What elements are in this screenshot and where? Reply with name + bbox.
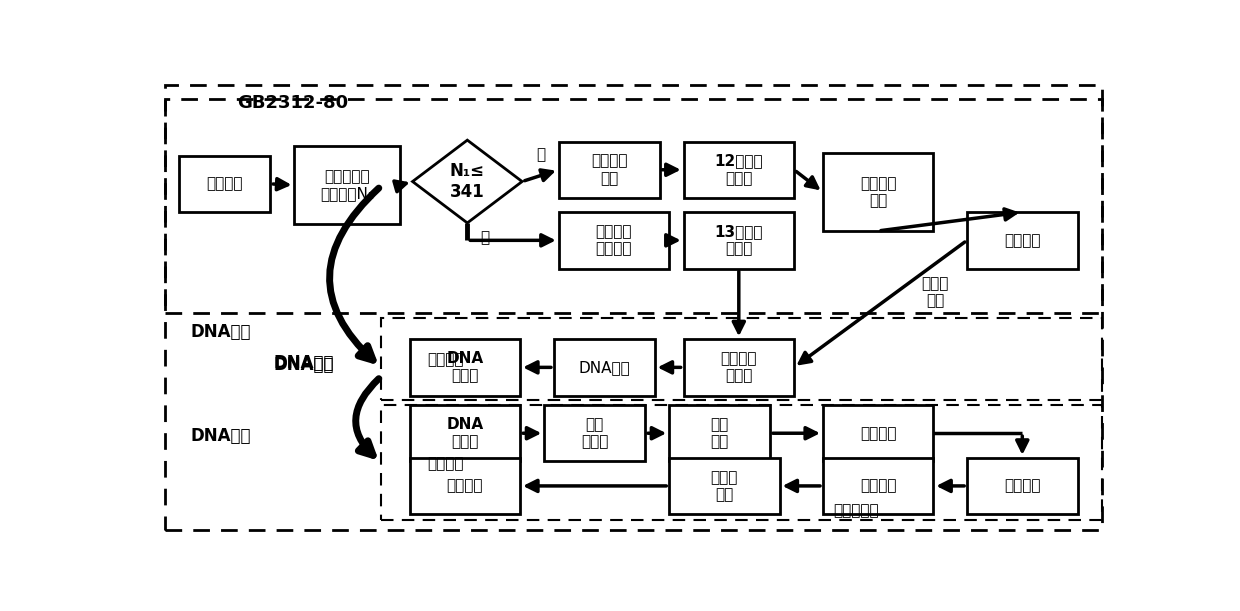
- Text: DNA
序列集: DNA 序列集: [446, 351, 484, 384]
- Bar: [409, 458, 521, 514]
- Bar: [683, 212, 794, 269]
- Bar: [558, 142, 660, 198]
- Bar: [683, 142, 794, 198]
- Bar: [409, 405, 521, 461]
- Text: 编码二进
制序列: 编码二进 制序列: [720, 351, 758, 384]
- Text: DNA存放: DNA存放: [274, 356, 335, 374]
- Bar: [544, 405, 645, 461]
- Bar: [381, 405, 1101, 521]
- Text: 二进制
序列: 二进制 序列: [711, 470, 738, 502]
- Text: 输入中文: 输入中文: [206, 177, 243, 191]
- Text: N₁≤
341: N₁≤ 341: [450, 162, 485, 201]
- Bar: [165, 99, 1101, 313]
- Bar: [823, 405, 934, 461]
- Bar: [823, 458, 934, 514]
- Text: DNA存放: DNA存放: [274, 354, 335, 371]
- Text: 12位二进
制编码: 12位二进 制编码: [714, 153, 763, 186]
- Text: 一级汉字
编码: 一级汉字 编码: [590, 153, 627, 186]
- Text: 存儲序列: 存儲序列: [1004, 478, 1040, 494]
- Text: 压缩序列: 压缩序列: [1004, 233, 1040, 248]
- Text: 否: 否: [480, 230, 489, 246]
- Bar: [823, 153, 934, 231]
- Bar: [683, 339, 794, 395]
- Text: 解码部分: 解码部分: [427, 456, 464, 471]
- Text: 纠错
序列: 纠错 序列: [711, 417, 729, 450]
- Text: 13位二进
制编码: 13位二进 制编码: [714, 224, 763, 257]
- Bar: [670, 405, 770, 461]
- Text: DNA合成: DNA合成: [190, 323, 250, 341]
- Text: DNA测序: DNA测序: [190, 426, 250, 445]
- Text: 编码部分: 编码部分: [427, 352, 464, 367]
- Polygon shape: [413, 140, 522, 223]
- Bar: [381, 318, 1101, 400]
- Text: 拼接序列: 拼接序列: [859, 426, 897, 441]
- Bar: [558, 212, 670, 269]
- Bar: [670, 458, 780, 514]
- Bar: [409, 339, 521, 395]
- Text: DNA
序列集: DNA 序列集: [446, 417, 484, 450]
- Text: 高频分词
编码: 高频分词 编码: [859, 176, 897, 208]
- Text: DNA序列: DNA序列: [578, 360, 630, 375]
- Text: 解码序列: 解码序列: [859, 478, 897, 494]
- Text: GB2312-80: GB2312-80: [237, 95, 347, 112]
- Text: 霍夫曼解码: 霍夫曼解码: [833, 503, 879, 518]
- Bar: [554, 339, 655, 395]
- Text: 除一级汉字
字符种类N₁: 除一级汉字 字符种类N₁: [320, 169, 374, 201]
- Bar: [294, 146, 401, 224]
- Text: 纠错
序列集: 纠错 序列集: [582, 417, 609, 450]
- Bar: [967, 458, 1078, 514]
- Text: 原始数据: 原始数据: [446, 478, 484, 494]
- Text: 霍夫曼
编码: 霍夫曼 编码: [921, 276, 949, 309]
- Text: 一、二级
汉字编码: 一、二级 汉字编码: [595, 224, 632, 257]
- Text: 是: 是: [537, 147, 546, 162]
- Bar: [179, 156, 270, 212]
- Bar: [967, 212, 1078, 269]
